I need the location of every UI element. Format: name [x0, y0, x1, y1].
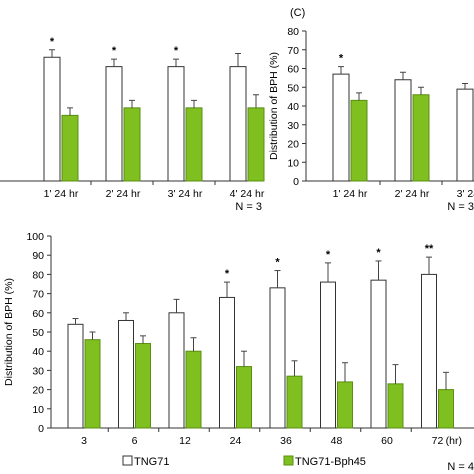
- panel-d-bar-a: [370, 279, 387, 429]
- panel-d-y-tick-label: 70: [32, 289, 44, 301]
- panel-d-significance-mark: *: [225, 268, 230, 280]
- panel-c-y-tick-label: 30: [287, 120, 299, 132]
- panel-c-bar-b: [350, 99, 368, 182]
- panel-d-bar-b: [286, 375, 303, 429]
- panel-b-significance-mark: *: [50, 36, 55, 48]
- panel-d-bar-a: [219, 296, 235, 429]
- panel-d-bar-b: [84, 339, 101, 429]
- panel-d-x-tick-label: 12: [179, 435, 191, 447]
- panel-c-y-axis-label: Distribution of BPH (%): [268, 52, 280, 160]
- panel-c-y-tick-label: 80: [287, 26, 299, 38]
- panel-b-bar-a: [167, 66, 185, 182]
- panel-d-bar-a: [168, 312, 185, 429]
- panel-d-y-tick-label: 0: [38, 423, 44, 435]
- panel-c-bar-a: [456, 88, 474, 182]
- panel-d-significance-mark: *: [376, 247, 381, 259]
- panel-d-legend-swatch-1: [283, 455, 294, 466]
- panel-d-y-tick-label: 30: [32, 365, 44, 377]
- panel-c-x-tick-label: 1' 24 hr: [333, 188, 368, 200]
- panel-d-bar-b: [236, 366, 252, 429]
- panel-b-x-tick-label: 4' 24 hr: [230, 188, 265, 200]
- panel-d-y-tick-label: 20: [32, 385, 44, 397]
- panel-d-x-tick-label: 6: [132, 435, 138, 447]
- panel-c-y-tick-label: 20: [287, 139, 299, 151]
- panel-d-x-tick-label: 72: [432, 435, 444, 447]
- panel-d-bar-b: [438, 389, 454, 429]
- panel-d-y-tick-label: 60: [32, 308, 44, 320]
- panel-c-y-tick-label: 40: [287, 101, 299, 113]
- panel-c-y-tick-label: 60: [287, 64, 299, 76]
- panel-d-legend-label-1: TNG71-Bph45: [295, 456, 366, 468]
- panel-b-bar-a: [43, 56, 61, 182]
- panel-d-x-unit: (hr): [446, 435, 462, 447]
- panel-d-bar-a: [118, 319, 134, 429]
- panel-b-x-tick-label: 1' 24 hr: [44, 188, 79, 200]
- panel-b-x-tick-label: 2' 24 hr: [106, 188, 141, 200]
- panel-b-sample-size-note: N = 3: [235, 201, 262, 213]
- panel-d-bar-b: [387, 383, 404, 429]
- panel-d-sample-size-note: N = 4: [447, 461, 474, 473]
- panel-c-y-tick-label: 0: [293, 176, 299, 188]
- panel-b-significance-mark: *: [174, 45, 179, 57]
- panel-d-significance-mark: **: [425, 243, 434, 255]
- panel-c-x-tick-label: 3' 24 hr: [457, 188, 474, 200]
- panel-c-significance-mark: *: [339, 53, 344, 65]
- panel-b-bar-a: [229, 66, 247, 182]
- panel-d-bar-a: [320, 281, 336, 429]
- panel-d-legend-swatch-0: [122, 455, 133, 466]
- panel-d-bar-b: [185, 350, 202, 429]
- panel-d-y-axis-label: Distribution of BPH (%): [3, 278, 15, 386]
- panel-c-y-tick-label: 50: [287, 82, 299, 94]
- panel-d-y-tick-label: 100: [26, 231, 44, 243]
- panel-d-y-tick-label: 90: [32, 250, 44, 262]
- panel-c-y-tick-label: 10: [287, 157, 299, 169]
- panel-b-x-tick-label: 3' 24 hr: [168, 188, 203, 200]
- panel-d-x-tick-label: 60: [381, 435, 393, 447]
- panel-b-bar-a: [105, 66, 123, 182]
- panel-c-y-tick-label: 70: [287, 45, 299, 57]
- panel-b-bar-b: [61, 114, 79, 182]
- panel-c-bar-b: [412, 94, 430, 182]
- panel-c-sample-size-note: N = 3: [447, 201, 474, 213]
- panel-d-bar-b: [337, 381, 353, 429]
- panel-d-bar-a: [269, 287, 286, 429]
- panel-d-bar-a: [67, 323, 84, 429]
- panel-d-y-tick-label: 80: [32, 269, 44, 281]
- panel-b-bar-b: [123, 107, 141, 182]
- panel-d-y-tick-label: 50: [32, 327, 44, 339]
- panel-b-bar-b: [247, 107, 265, 182]
- panel-b-bar-b: [185, 107, 203, 182]
- panel-c-panel-tag: (C): [290, 7, 305, 19]
- panel-d-significance-mark: *: [275, 257, 280, 269]
- panel-d-bar-b: [135, 343, 151, 429]
- panel-d-y-tick-label: 40: [32, 346, 44, 358]
- panel-c-x-tick-label: 2' 24 hr: [395, 188, 430, 200]
- panel-d-x-tick-label: 36: [280, 435, 292, 447]
- panel-d-x-tick-label: 24: [230, 435, 242, 447]
- panel-c-bar-a: [394, 79, 412, 182]
- panel-c-bar-a: [332, 73, 350, 182]
- panel-d-bar-a: [421, 273, 437, 429]
- panel-d-significance-mark: *: [326, 249, 331, 261]
- panel-d-x-tick-label: 3: [81, 435, 87, 447]
- panel-d-legend-label-0: TNG71: [134, 456, 169, 468]
- panel-d-y-tick-label: 10: [32, 404, 44, 416]
- panel-b-significance-mark: *: [112, 45, 117, 57]
- panel-d-x-tick-label: 48: [331, 435, 343, 447]
